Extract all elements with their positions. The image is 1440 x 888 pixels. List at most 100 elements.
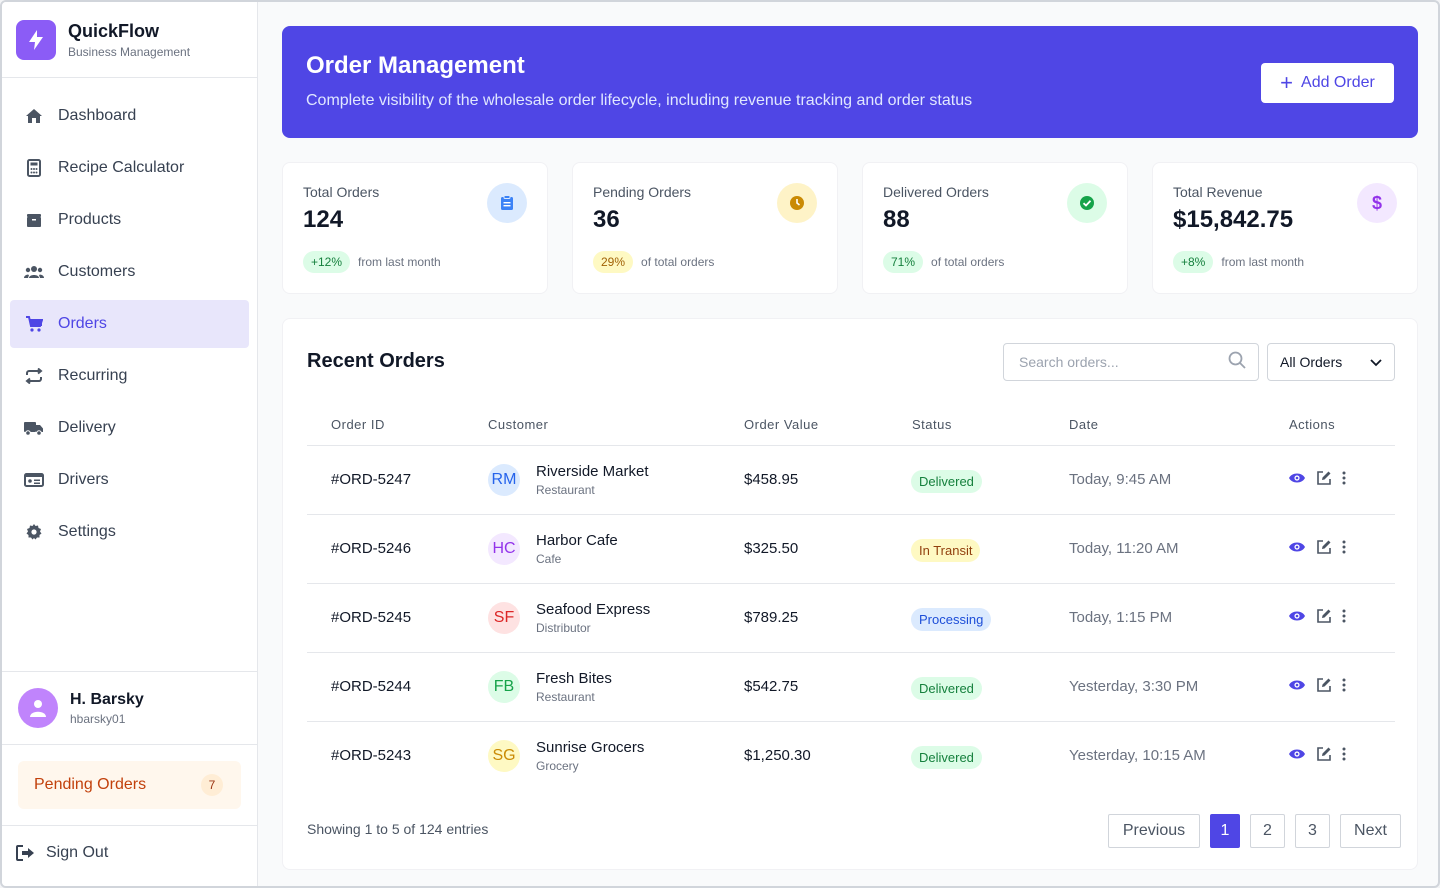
clock-icon xyxy=(777,183,817,223)
user-name: H. Barsky xyxy=(70,690,144,708)
stat-footer: 71% of total orders xyxy=(883,251,1004,273)
column-header-customer[interactable]: Customer xyxy=(488,417,549,432)
stat-footer: +12% from last month xyxy=(303,251,441,273)
table-row[interactable]: #ORD-5244 FB Fresh Bites Restaurant $542… xyxy=(307,653,1395,722)
edit-icon[interactable] xyxy=(1316,677,1332,693)
edit-icon[interactable] xyxy=(1316,746,1332,762)
customer-avatar: HC xyxy=(488,533,520,565)
search-input[interactable] xyxy=(1019,354,1219,370)
column-header-status[interactable]: Status xyxy=(912,417,952,432)
page-3-button[interactable]: 3 xyxy=(1295,814,1330,848)
sidebar-item-label: Recipe Calculator xyxy=(58,159,185,176)
column-header-order-id[interactable]: Order ID xyxy=(331,417,385,432)
next-page-button[interactable]: Next xyxy=(1340,814,1401,848)
sidebar-item-products[interactable]: Products xyxy=(10,196,249,244)
stat-note: of total orders xyxy=(931,255,1005,269)
sidebar-item-customers[interactable]: Customers xyxy=(10,248,249,296)
row-actions xyxy=(1288,470,1346,486)
pagination-summary: Showing 1 to 5 of 124 entries xyxy=(307,821,489,837)
sidebar-item-delivery[interactable]: Delivery xyxy=(10,404,249,452)
customer-type: Grocery xyxy=(536,759,579,773)
view-eye-icon[interactable] xyxy=(1288,748,1306,760)
edit-icon[interactable] xyxy=(1316,608,1332,624)
check-circle-icon xyxy=(1067,183,1107,223)
pending-orders-button[interactable]: Pending Orders 7 xyxy=(18,761,241,809)
customer-name: Seafood Express xyxy=(536,601,651,618)
customer-avatar: RM xyxy=(488,464,520,496)
view-eye-icon[interactable] xyxy=(1288,541,1306,553)
sidebar-item-label: Customers xyxy=(58,263,136,280)
order-id: #ORD-5244 xyxy=(331,678,412,695)
clipboard-icon xyxy=(487,183,527,223)
more-vertical-icon[interactable] xyxy=(1342,678,1346,692)
sidebar-item-dashboard[interactable]: Dashboard xyxy=(10,92,249,140)
row-actions xyxy=(1288,539,1346,555)
table-header: Order ID Customer Order Value Status Dat… xyxy=(307,407,1395,446)
id-card-icon xyxy=(24,470,44,490)
view-eye-icon[interactable] xyxy=(1288,472,1306,484)
stat-label: Pending Orders xyxy=(593,184,692,200)
order-date: Yesterday, 3:30 PM xyxy=(1069,678,1199,695)
stat-card-total-revenue: Total Revenue $15,842.75 $ +8% from last… xyxy=(1152,162,1418,294)
user-handle: hbarsky01 xyxy=(70,711,126,726)
sidebar-item-label: Products xyxy=(58,211,122,228)
page-2-button[interactable]: 2 xyxy=(1250,814,1285,848)
sign-out-button[interactable]: Sign Out xyxy=(2,825,257,879)
stat-note: from last month xyxy=(1221,255,1305,269)
sidebar-item-label: Orders xyxy=(58,315,107,332)
sidebar-item-recurring[interactable]: Recurring xyxy=(10,352,249,400)
stat-value: 36 xyxy=(593,206,620,233)
sidebar-item-label: Recurring xyxy=(58,367,128,384)
row-actions xyxy=(1288,746,1346,762)
more-vertical-icon[interactable] xyxy=(1342,747,1346,761)
view-eye-icon[interactable] xyxy=(1288,610,1306,622)
pending-orders-label: Pending Orders xyxy=(34,776,147,793)
search-icon[interactable] xyxy=(1228,351,1246,374)
page-1-button[interactable]: 1 xyxy=(1210,814,1240,848)
order-id: #ORD-5243 xyxy=(331,747,412,764)
sidebar-item-orders[interactable]: Orders xyxy=(10,300,249,348)
table-row[interactable]: #ORD-5247 RM Riverside Market Restaurant… xyxy=(307,446,1395,515)
row-actions xyxy=(1288,677,1346,693)
sidebar-item-drivers[interactable]: Drivers xyxy=(10,456,249,504)
status-badge: Processing xyxy=(911,608,992,631)
column-header-order-value[interactable]: Order Value xyxy=(744,417,819,432)
customer-type: Restaurant xyxy=(536,690,595,704)
add-order-button[interactable]: + Add Order xyxy=(1261,63,1394,103)
stat-label: Total Orders xyxy=(303,184,380,200)
stat-value: $15,842.75 xyxy=(1173,206,1294,233)
brand-name: QuickFlow xyxy=(68,20,160,41)
order-value: $325.50 xyxy=(744,540,799,557)
user-profile[interactable]: H. Barsky hbarsky01 xyxy=(2,671,257,745)
repeat-icon xyxy=(24,366,44,386)
table-row[interactable]: #ORD-5243 SG Sunrise Grocers Grocery $1,… xyxy=(307,722,1395,791)
table-row[interactable]: #ORD-5245 SF Seafood Express Distributor… xyxy=(307,584,1395,653)
order-date: Yesterday, 10:15 AM xyxy=(1069,747,1206,764)
order-value: $542.75 xyxy=(744,678,799,695)
sidebar-item-settings[interactable]: Settings xyxy=(10,508,249,556)
more-vertical-icon[interactable] xyxy=(1342,471,1346,485)
status-filter-select[interactable]: All Orders xyxy=(1267,343,1395,381)
sidebar-item-recipe-calculator[interactable]: Recipe Calculator xyxy=(10,144,249,192)
previous-page-button[interactable]: Previous xyxy=(1108,814,1200,848)
column-header-date[interactable]: Date xyxy=(1069,417,1099,432)
customer-info: Harbor Cafe Cafe xyxy=(536,532,618,566)
home-icon xyxy=(24,106,44,126)
order-value: $458.95 xyxy=(744,471,799,488)
customer-type: Distributor xyxy=(536,621,591,635)
more-vertical-icon[interactable] xyxy=(1342,609,1346,623)
edit-icon[interactable] xyxy=(1316,539,1332,555)
view-eye-icon[interactable] xyxy=(1288,679,1306,691)
stat-change-badge: +8% xyxy=(1173,251,1214,273)
table-row[interactable]: #ORD-5246 HC Harbor Cafe Cafe $325.50 In… xyxy=(307,515,1395,584)
edit-icon[interactable] xyxy=(1316,470,1332,486)
row-actions xyxy=(1288,608,1346,624)
customer-info: Seafood Express Distributor xyxy=(536,601,650,635)
stat-label: Delivered Orders xyxy=(883,184,989,200)
chevron-down-icon xyxy=(1370,354,1382,370)
more-vertical-icon[interactable] xyxy=(1342,540,1346,554)
section-title: Recent Orders xyxy=(307,350,445,372)
avatar xyxy=(18,688,58,728)
stat-footer: 29% of total orders xyxy=(593,251,714,273)
